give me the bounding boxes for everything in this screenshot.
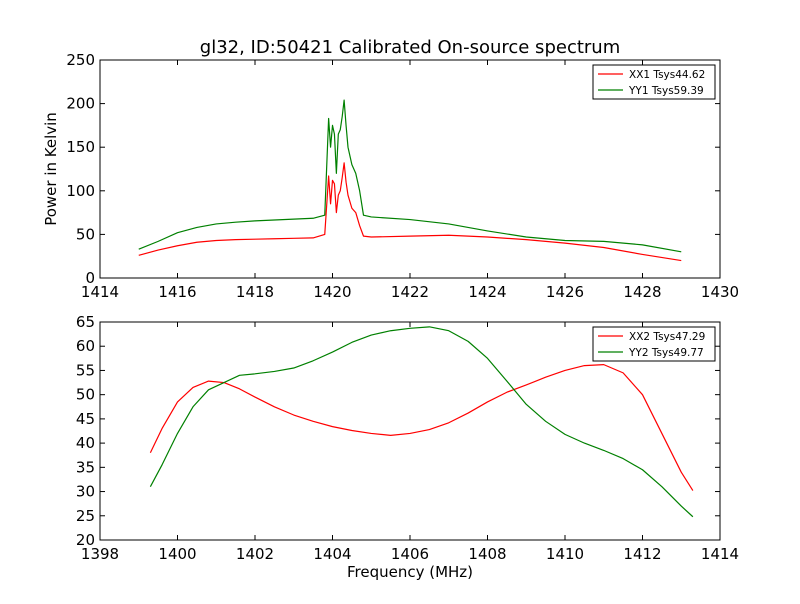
x-tick-label: 1430 [701,283,739,301]
y-tick-label: 35 [76,458,95,476]
x-tick-label: 1408 [468,545,506,563]
y-axis-label: Power in Kelvin [42,112,60,226]
panel-2: 1398 1400 1402 1404 1406 1408 1410 1412 1414 20 25… [76,313,739,581]
x-tick-label: 1400 [158,545,196,563]
x-tick-label: 1418 [236,283,274,301]
legend: XX2 Tsys47.29 YY2 Tsys49.77 [592,326,716,362]
y-tick-label: 0 [85,269,95,287]
y-tick-label: 50 [76,386,95,404]
y-tick-label: 40 [76,434,95,452]
legend-label: XX2 Tsys47.29 [629,331,705,343]
panel-1: 1414 1416 1418 1420 1422 1424 1426 1428 1430 0 50 1… [42,51,739,301]
series-line-2-1 [149,364,694,491]
y-tick-label: 65 [76,313,95,331]
x-tick-label: 1414 [81,283,119,301]
y-tick-label: 250 [66,51,95,69]
legend: XX1 Tsys44.62 YY1 Tsys59.39 [592,64,716,100]
x-tick-label: 1424 [468,283,506,301]
y-tick-label: 55 [76,361,95,379]
y-tick-label: 60 [76,337,95,355]
x-tick-label: 1428 [623,283,661,301]
x-tick-label: 1420 [313,283,351,301]
series-line-1-1 [138,162,682,262]
x-tick-label: 1426 [546,283,584,301]
legend-label: XX1 Tsys44.62 [629,69,705,81]
series-line-1-2 [138,99,682,253]
x-axis-label: Frequency (MHz) [347,563,473,581]
y-tick-label: 45 [76,410,95,428]
y-tick-label: 50 [76,225,95,243]
legend-box [592,64,716,100]
x-tick-label: 1398 [81,545,119,563]
x-tick-label: 1410 [546,545,584,563]
y-tick-label: 30 [76,483,95,501]
chart-title: gl32, ID:50421 Calibrated On-source spec… [200,37,620,58]
x-tick-label: 1412 [623,545,661,563]
y-tick-label: 150 [66,138,95,156]
x-tick-label: 1404 [313,545,351,563]
y-tick-label: 100 [66,182,95,200]
legend-label: YY2 Tsys49.77 [628,347,704,359]
x-tick-label: 1414 [701,545,739,563]
x-tick-label: 1422 [391,283,429,301]
legend-box [592,326,716,362]
x-tick-label: 1406 [391,545,429,563]
x-tick-label: 1416 [158,283,196,301]
legend-label: YY1 Tsys59.39 [628,85,704,97]
y-tick-label: 20 [76,531,95,549]
x-tick-label: 1402 [236,545,274,563]
y-tick-label: 25 [76,507,95,525]
series-line-2-2 [149,326,694,518]
y-tick-label: 200 [66,95,95,113]
